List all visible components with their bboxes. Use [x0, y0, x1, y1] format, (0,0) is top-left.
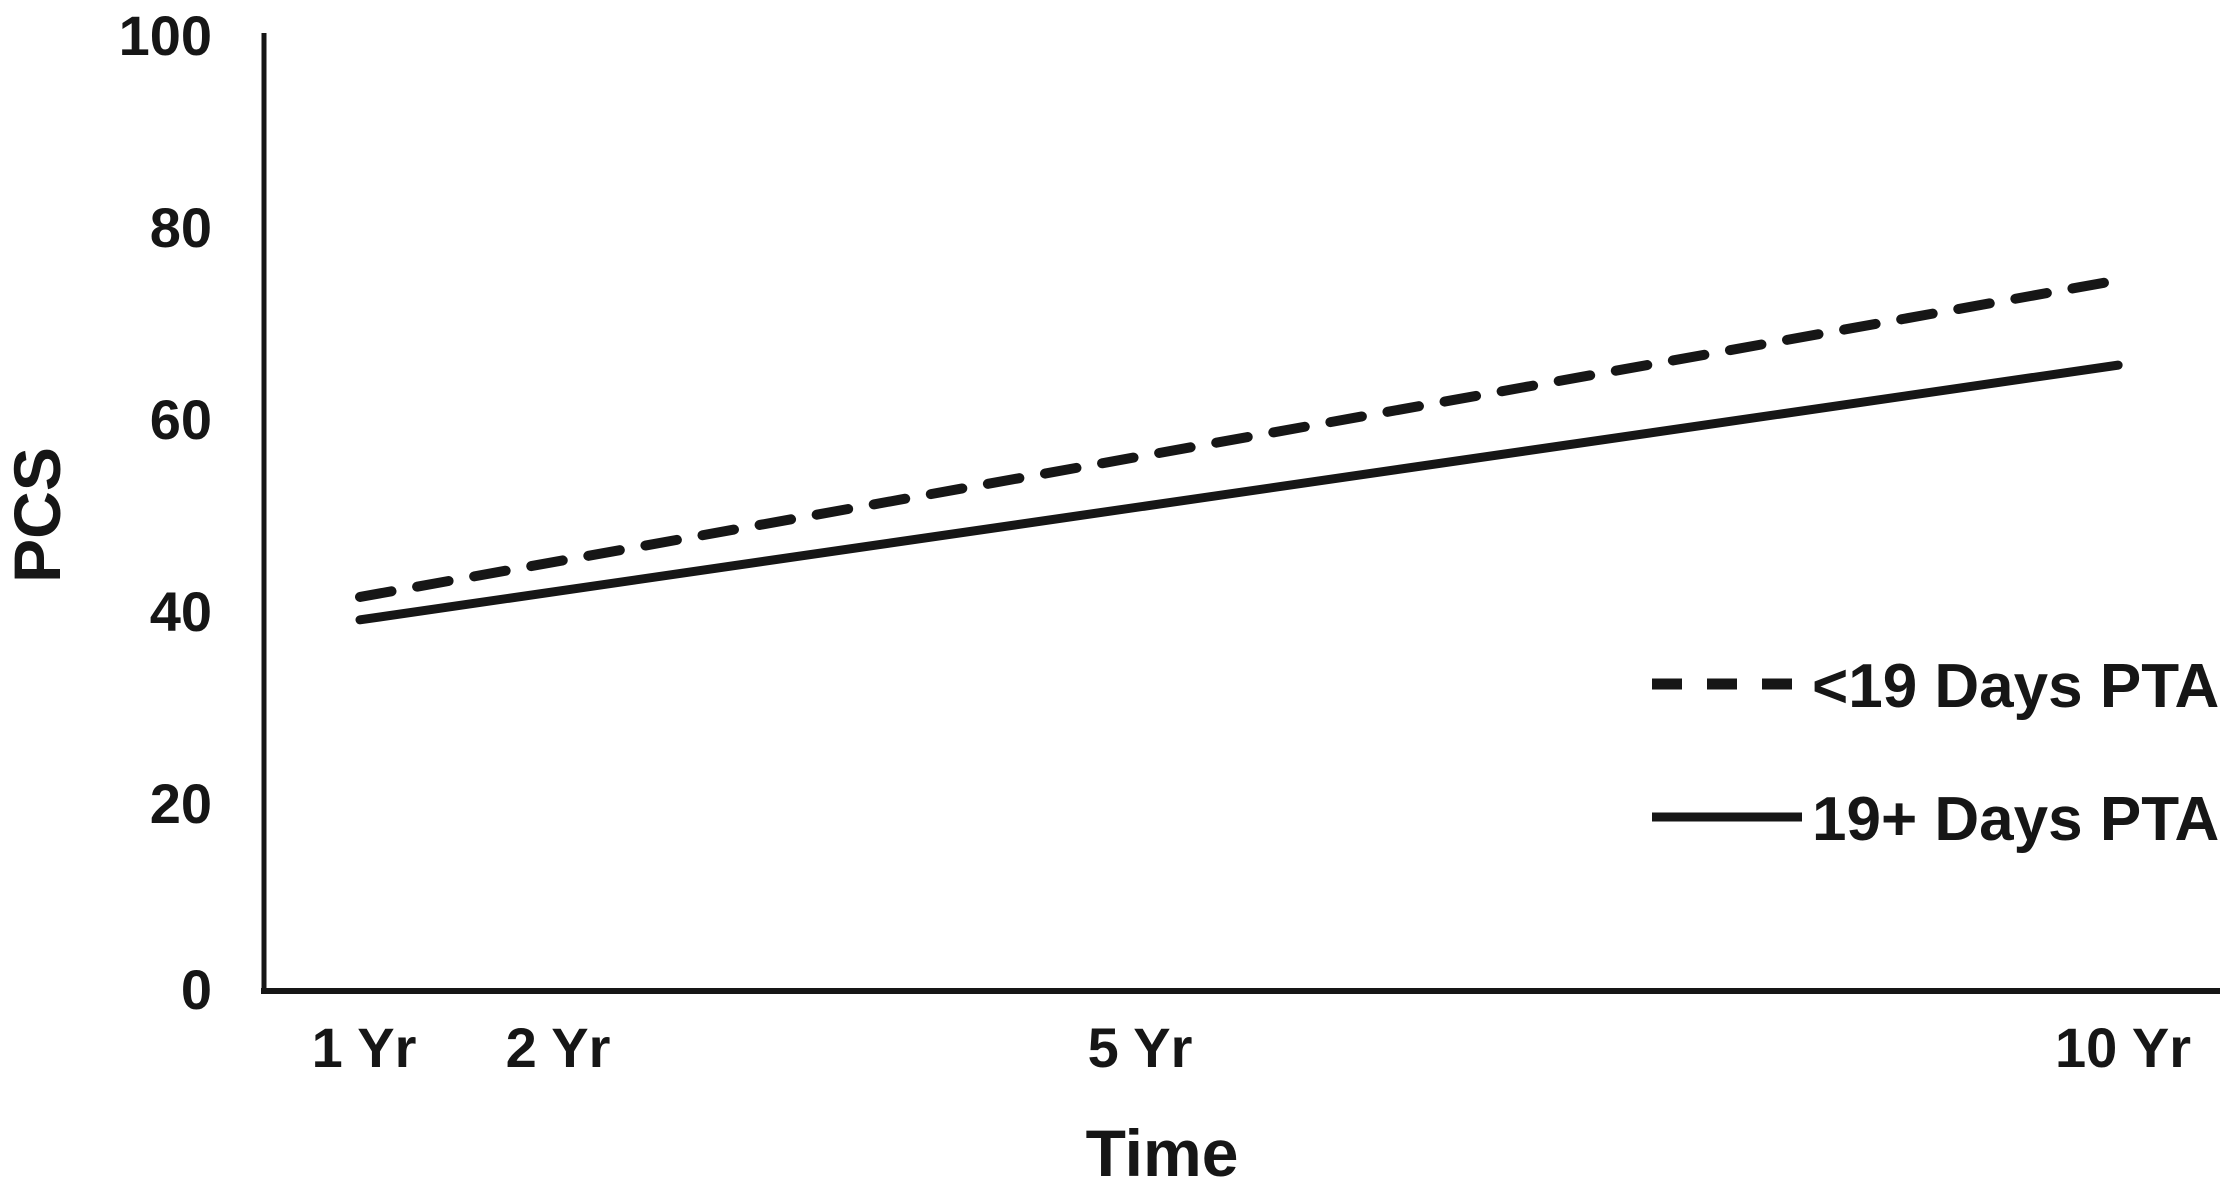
y-tick-20: 20	[150, 772, 212, 835]
legend-label-19plus-days-pta: 19+ Days PTA	[1812, 785, 2219, 854]
legend: <19 Days PTA 19+ Days PTA	[1652, 652, 2219, 854]
x-tick-5yr: 5 Yr	[1088, 1016, 1193, 1079]
y-tick-40: 40	[150, 580, 212, 643]
y-tick-60: 60	[150, 388, 212, 451]
y-axis-title: PCS	[0, 447, 74, 583]
x-tick-2yr: 2 Yr	[506, 1016, 611, 1079]
line-series-19plus-days-pta	[355, 360, 2123, 625]
y-tick-80: 80	[150, 196, 212, 259]
x-tick-10yr: 10 Yr	[2055, 1016, 2191, 1079]
x-axis-title: Time	[1086, 1116, 1239, 1190]
x-tick-1yr: 1 Yr	[312, 1016, 417, 1079]
line-series-lt19-days-pta	[355, 275, 2124, 602]
y-tick-0: 0	[181, 958, 212, 1021]
legend-label-lt19-days-pta: <19 Days PTA	[1812, 652, 2219, 721]
y-tick-100: 100	[119, 4, 212, 67]
